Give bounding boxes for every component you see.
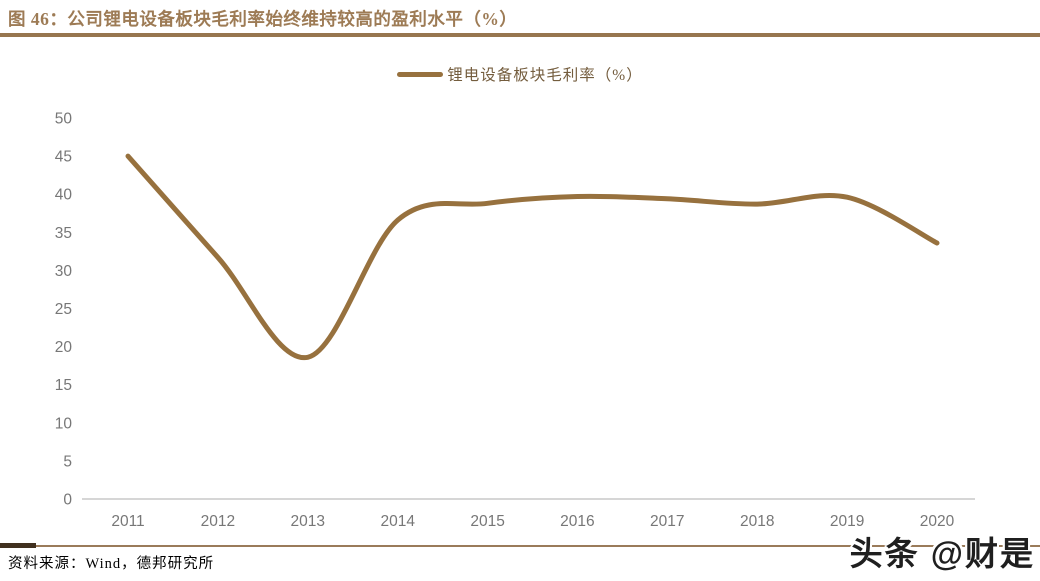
y-tick-label: 25 <box>55 301 72 318</box>
source-note: 资料来源：Wind，德邦研究所 <box>8 556 215 572</box>
y-tick-label: 30 <box>55 263 73 280</box>
y-tick-label: 5 <box>63 453 72 470</box>
chart-legend: 锂电设备板块毛利率（%） <box>0 63 1040 85</box>
x-tick-label: 2012 <box>201 513 235 530</box>
watermark: 头条 @财是 <box>849 535 1035 572</box>
y-tick-label: 10 <box>55 415 73 432</box>
footer-divider-line <box>0 545 1040 547</box>
y-tick-label: 40 <box>55 187 73 204</box>
title-underline-rule <box>0 33 1040 37</box>
y-tick-label: 15 <box>55 377 72 394</box>
y-tick-label: 20 <box>55 339 73 356</box>
x-tick-label: 2016 <box>560 513 594 530</box>
x-tick-label: 2011 <box>111 513 144 530</box>
x-tick-label: 2014 <box>380 513 415 530</box>
y-tick-label: 50 <box>55 111 73 128</box>
x-tick-label: 2018 <box>740 513 774 530</box>
gross-margin-series-line <box>125 153 940 360</box>
x-tick-label: 2013 <box>291 513 325 530</box>
y-tick-label: 0 <box>63 492 72 509</box>
x-tick-label: 2015 <box>470 513 504 530</box>
figure-title: 图 46：公司锂电设备板块毛利率始终维持较高的盈利水平（%） <box>8 9 518 29</box>
footer-divider-dark-segment <box>0 543 36 548</box>
x-tick-label: 2017 <box>650 513 684 530</box>
y-tick-label: 45 <box>55 149 72 166</box>
legend-series-label: 锂电设备板块毛利率（%） <box>447 67 643 84</box>
legend-line-swatch <box>397 71 444 77</box>
y-tick-label: 35 <box>55 225 72 242</box>
